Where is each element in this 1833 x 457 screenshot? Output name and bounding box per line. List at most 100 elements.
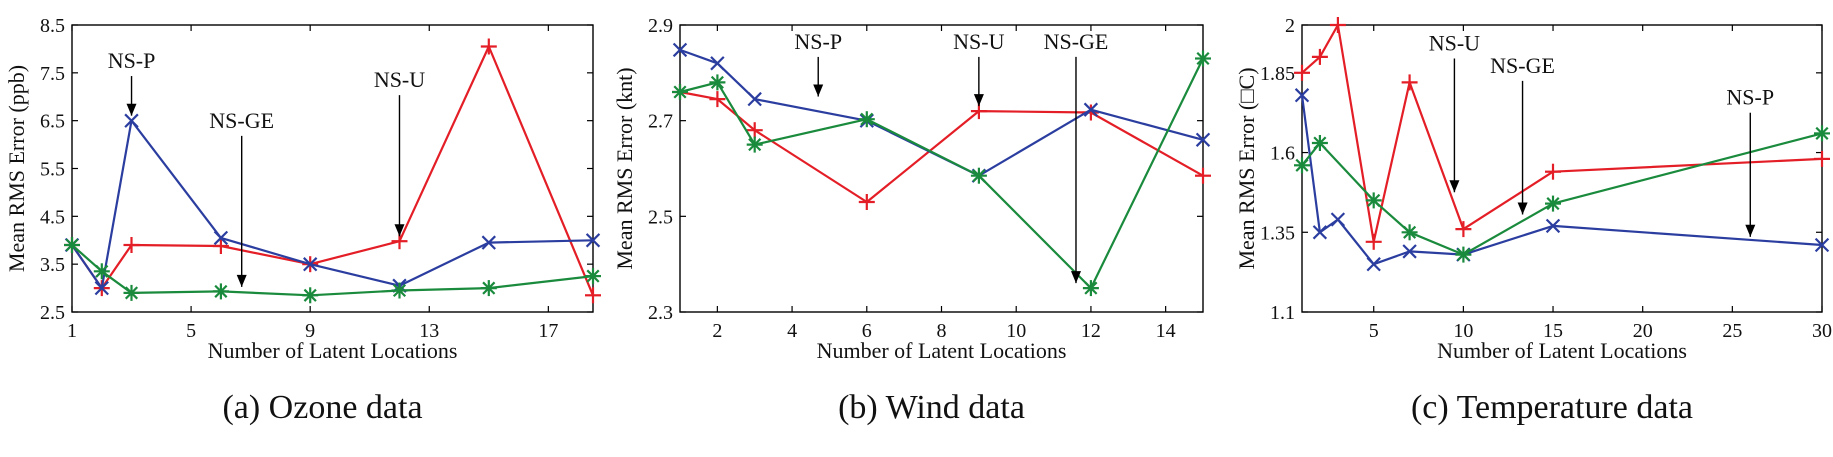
chart-1-data-point-ns-ge (970, 167, 987, 184)
chart-0-annotation-label: NS-GE (209, 108, 274, 133)
chart-2-data-point-ns-p (1330, 212, 1346, 227)
chart-2-series-line-ns-p (1300, 95, 1823, 266)
chart-0-data-point-ns-p (124, 113, 139, 128)
chart-0-caption: (a) Ozone data (222, 389, 422, 426)
chart-1-ylabel: Mean RMS Error (knt) (612, 67, 637, 269)
chart-2-annotation-label: NS-GE (1490, 53, 1555, 78)
chart-2-series-ns-ge (1294, 125, 1830, 263)
chart-0-data-point-ns-u (212, 238, 229, 254)
chart-0-annotation-arrow-head (236, 274, 247, 287)
chart-0-data-point-ns-p (213, 230, 229, 246)
chart-1-data-point-ns-u (709, 91, 726, 108)
chart-0-ytick-label: 3.5 (40, 254, 65, 276)
chart-1-ytick-label: 2.5 (648, 206, 673, 228)
chart-2-xtick-label: 15 (1543, 320, 1563, 342)
chart-1-caption: (b) Wind data (838, 389, 1025, 426)
chart-2-caption: (c) Temperature data (1411, 389, 1693, 426)
chart-1-data-point-ns-ge (858, 111, 875, 128)
chart-0-annotation-label: NS-U (374, 67, 425, 92)
chart-0-ylabel: Mean RMS Error (ppb) (4, 65, 29, 272)
chart-1-data-point-ns-p (672, 42, 688, 58)
chart-2-data-point-ns-u (1814, 150, 1830, 167)
chart-1-xtick-label: 8 (937, 320, 947, 342)
chart-2-data-point-ns-ge (1365, 192, 1382, 209)
chart-0-series-ns-u (64, 38, 601, 304)
chart-1-xlabel: Number of Latent Locations (817, 338, 1067, 363)
chart-0-annotation-ns-ge: NS-GE (209, 108, 274, 287)
chart-0-xtick-label: 9 (305, 320, 315, 342)
chart-2-series-line-ns-u (1301, 23, 1823, 243)
chart-2-data-point-ns-u (1455, 221, 1472, 238)
chart-2-data-point-ns-u (1329, 17, 1346, 33)
chart-2-data-point-ns-u (1545, 163, 1561, 180)
chart-1-xtick-label: 14 (1156, 320, 1176, 342)
chart-2-series-line-ns-ge (1301, 132, 1823, 256)
chart-0-data-point-ns-p (481, 235, 496, 250)
chart-2-xtick-label: 5 (1369, 320, 1379, 342)
chart-0-data-point-ns-ge (64, 237, 80, 253)
chart-0-ytick-label: 8.5 (40, 15, 65, 37)
chart-0-data-point-ns-ge (123, 284, 140, 301)
chart-1-data-point-ns-u (746, 122, 763, 139)
chart-2-xtick-label: 25 (1722, 320, 1742, 342)
chart-2-annotation-ns-u: NS-U (1429, 31, 1480, 193)
chart-2-data-point-ns-ge (1311, 135, 1328, 151)
chart-2-ytick-label: 1.35 (1260, 222, 1295, 244)
chart-0-ytick-label: 5.5 (40, 159, 65, 181)
chart-0-data-point-ns-ge (480, 280, 497, 297)
chart-2-data-point-ns-u (1365, 233, 1382, 250)
chart-1-annotation-label: NS-GE (1044, 29, 1109, 54)
chart-0-xtick-label: 5 (186, 320, 196, 342)
chart-0-data-point-ns-p (303, 257, 318, 272)
chart-2-ytick-label: 1.85 (1260, 63, 1295, 85)
chart-0-ytick-label: 2.5 (40, 302, 65, 324)
chart-0-data-point-ns-u (480, 38, 497, 55)
chart-2-data-point-ns-u (1294, 64, 1310, 81)
chart-0-ytick-label: 7.5 (40, 63, 65, 85)
chart-0-series-line-ns-u (71, 45, 595, 296)
chart-2-annotation-arrow-head (1745, 224, 1756, 237)
chart-1-annotation-ns-ge: NS-GE (1044, 29, 1109, 284)
chart-2-data-point-ns-ge (1814, 125, 1830, 142)
chart-1-series-ns-p (672, 42, 1211, 183)
chart-0-data-point-ns-u (123, 237, 140, 253)
chart-2-data-point-ns-p (1814, 237, 1830, 253)
chart-ozone: 1 5 9 13 17 2.5 3.5 4.5 5.5 6.5 7.5 8.5 Number of La… (4, 15, 601, 426)
chart-1-data-point-ns-ge (1082, 280, 1099, 297)
chart-2-data-point-ns-p (1294, 88, 1310, 103)
chart-1-data-point-ns-u (1195, 167, 1211, 184)
chart-1-data-point-ns-ge (746, 136, 763, 153)
chart-2-data-point-ns-p (1545, 218, 1561, 234)
chart-2-ytick-label: 1.6 (1270, 143, 1295, 165)
chart-1-data-point-ns-ge (672, 84, 688, 100)
chart-1-annotation-label: NS-U (953, 29, 1004, 54)
chart-2-annotation-label: NS-P (1726, 85, 1774, 110)
chart-1-plot-frame (679, 24, 1204, 313)
chart-0-series-line-ns-p (71, 119, 594, 290)
chart-1-xtick-label: 6 (862, 320, 872, 342)
chart-1-data-point-ns-p (1083, 102, 1099, 117)
chart-2-ylabel: Mean RMS Error (□C) (1234, 67, 1259, 269)
chart-1-xtick-label: 12 (1081, 320, 1101, 342)
chart-1-xtick-label: 2 (712, 320, 722, 342)
chart-0-series-ns-p (64, 113, 601, 296)
chart-2-data-point-ns-u (1311, 48, 1328, 65)
chart-2-annotation-ns-p: NS-P (1726, 85, 1774, 237)
chart-0-xtick-label: 17 (538, 320, 558, 342)
chart-1-data-point-ns-p (747, 91, 762, 107)
chart-1-annotation-label: NS-P (794, 29, 842, 54)
chart-2-annotation-arrow-head (1517, 202, 1528, 215)
chart-2-xtick-label: 30 (1812, 320, 1832, 342)
chart-2-annotation-arrow-head (1449, 180, 1460, 193)
chart-2-data-point-ns-u (1401, 74, 1418, 91)
chart-0-annotation-arrow-head (394, 224, 405, 237)
chart-1-data-point-ns-p (710, 56, 725, 71)
chart-1-data-point-ns-u (858, 194, 875, 210)
chart-1-series-ns-ge (672, 50, 1211, 297)
chart-0-data-point-ns-ge (302, 287, 319, 304)
chart-0-data-point-ns-ge (93, 263, 110, 280)
chart-0-series-ns-ge (64, 237, 601, 304)
chart-2-data-point-ns-ge (1294, 157, 1310, 174)
chart-1-xtick-label: 10 (1006, 320, 1026, 342)
